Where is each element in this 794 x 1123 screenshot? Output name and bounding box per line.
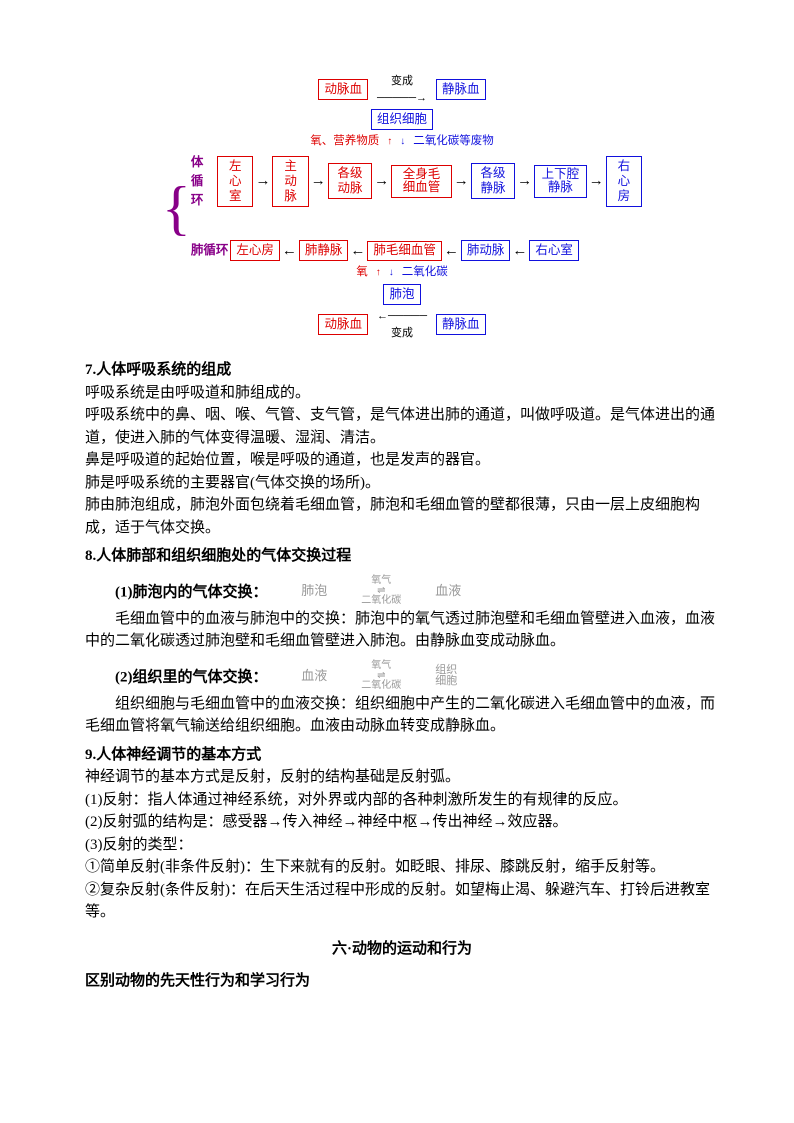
d2-rb: 细胞 [405, 676, 457, 687]
d1-bot: 二氧化碳 [331, 596, 401, 606]
s9-p3: (2)反射弧的结构是：感受器→传入神经→神经中枢→传出神经→效应器。 [85, 811, 719, 834]
s8-sub1-row: (1)肺泡内的气体交换： 肺泡 氧气⇌二氧化碳 血液 [85, 578, 719, 608]
s7-p5: 肺由肺泡组成，肺泡外面包绕着毛细血管，肺泡和毛细血管的壁都很薄，只由一层上皮细胞… [85, 494, 719, 539]
top-change-label: 变成 [391, 75, 413, 87]
alv-o2: 氧 [356, 264, 368, 281]
sys-3: 全身毛细血管 [391, 165, 452, 199]
box-arterial-top: 动脉血 [318, 79, 368, 100]
s8-sub1: (1)肺泡内的气体交换： [115, 584, 268, 600]
bot-change: ←─────变成 [372, 308, 432, 341]
s7-p4: 肺是呼吸系统的主要器官(气体交换的场所)。 [85, 472, 719, 495]
sys-1: 主动脉 [272, 156, 308, 207]
pul-2: 肺毛细血管 [367, 241, 442, 261]
s9-p4: (3)反射的类型： [85, 834, 719, 857]
pul-4: 右心室 [529, 240, 579, 261]
dia-alveoli: 肺泡 [162, 284, 642, 305]
s6-title: 六·动物的运动和行为 [85, 938, 719, 961]
d1-top: 氧气 [331, 576, 401, 586]
d2-bot: 二氧化碳 [331, 681, 401, 691]
box-venous-bot: 静脉血 [436, 314, 486, 335]
s8-p1: 毛细血管中的血液与肺泡中的交换：肺泡中的氧气透过肺泡壁和毛细血管壁进入血液，血液… [85, 608, 719, 653]
s9-p5: ①简单反射(非条件反射)：生下来就有的反射。如眨眼、排尿、膝跳反射，缩手反射等。 [85, 856, 719, 879]
alv-co2: 二氧化碳 [402, 264, 448, 281]
d2-top: 氧气 [331, 661, 401, 671]
dia-bot-row: 动脉血 ←─────变成 静脉血 [162, 308, 642, 341]
sys-2: 各级动脉 [328, 163, 372, 199]
d1-left: 肺泡 [271, 584, 327, 598]
box-venous-top: 静脉血 [436, 79, 486, 100]
s7-title: 7.人体呼吸系统的组成 [85, 359, 719, 382]
s8-p2: 组织细胞与毛细血管中的血液交换：组织细胞中产生的二氧化碳进入毛细血管中的血液，而… [85, 693, 719, 738]
exchange-diag-1: 肺泡 氧气⇌二氧化碳 血液 [271, 576, 461, 606]
pul-3: 肺动脉 [461, 240, 511, 261]
pulmonary-row: 肺循环 左心房 肺静脉 肺毛细血管 肺动脉 右心室 [191, 240, 642, 263]
exchange-diag-2: 血液 氧气⇌二氧化碳 组织细胞 [271, 661, 457, 691]
dia-tissue-exchange: 氧、营养物质↑ ↓二氧化碳等废物 [162, 133, 642, 150]
tissue-o2: 氧、营养物质 [310, 133, 379, 150]
box-arterial-bot: 动脉血 [318, 314, 368, 335]
s9-p1: 神经调节的基本方式是反射，反射的结构基础是反射弧。 [85, 766, 719, 789]
s8-sub2: (2)组织里的气体交换： [115, 669, 268, 685]
pul-0: 左心房 [230, 240, 280, 261]
sys-6: 右心房 [606, 156, 642, 207]
top-change: 变成─────→ [372, 73, 432, 106]
systemic-row: 体循环 左心室 主动脉 各级动脉 全身毛细血管 各级静脉 上下腔静脉 右心房 [191, 153, 642, 209]
bot-change-label: 变成 [391, 327, 413, 339]
s8-sub2-row: (2)组织里的气体交换： 血液 氧气⇌二氧化碳 组织细胞 [85, 663, 719, 693]
pulmonary-label: 肺循环 [191, 241, 229, 260]
dia-main: { 体循环 左心室 主动脉 各级动脉 全身毛细血管 各级静脉 上下腔静脉 右心房… [162, 153, 642, 262]
sys-5: 上下腔静脉 [534, 165, 587, 199]
s8-title: 8.人体肺部和组织细胞处的气体交换过程 [85, 545, 719, 568]
s6-sub: 区别动物的先天性行为和学习行为 [85, 970, 719, 993]
s9-title: 9.人体神经调节的基本方式 [85, 744, 719, 767]
s7-p1: 呼吸系统是由呼吸道和肺组成的。 [85, 382, 719, 405]
dia-alveoli-exchange: 氧↑ ↓二氧化碳 [162, 264, 642, 281]
box-alveoli: 肺泡 [383, 284, 420, 305]
circulation-diagram: 动脉血 变成─────→ 静脉血 组织细胞 氧、营养物质↑ ↓二氧化碳等废物 {… [162, 73, 642, 341]
s9-p2: (1)反射：指人体通过神经系统，对外界或内部的各种刺激所发生的有规律的反应。 [85, 789, 719, 812]
brace-icon: { [162, 181, 191, 235]
dia-tissue-row: 组织细胞 [162, 109, 642, 130]
d2-left: 血液 [271, 669, 327, 683]
s7-p3: 鼻是呼吸道的起始位置，喉是呼吸的通道，也是发声的器官。 [85, 449, 719, 472]
pul-1: 肺静脉 [299, 240, 349, 261]
d1-right: 血液 [405, 584, 461, 598]
dia-top-row: 动脉血 变成─────→ 静脉血 [162, 73, 642, 106]
s9-p6: ②复杂反射(条件反射)：在后天生活过程中形成的反射。如望梅止渴、躲避汽车、打铃后… [85, 879, 719, 924]
tissue-co2: 二氧化碳等废物 [413, 133, 494, 150]
sys-0: 左心室 [217, 156, 253, 207]
systemic-label: 体循环 [191, 153, 215, 209]
box-tissue: 组织细胞 [371, 109, 433, 130]
s7-p2: 呼吸系统中的鼻、咽、喉、气管、支气管，是气体进出肺的通道，叫做呼吸道。是气体进出… [85, 404, 719, 449]
sys-4: 各级静脉 [471, 163, 515, 199]
